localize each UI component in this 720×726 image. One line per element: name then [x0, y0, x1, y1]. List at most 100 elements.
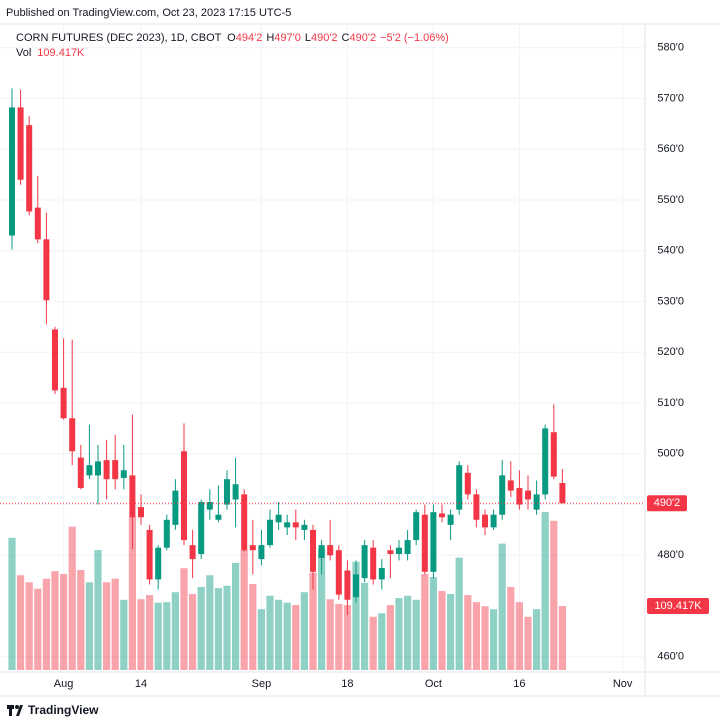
candle-body [86, 465, 93, 476]
candle-body [69, 418, 76, 452]
candle-body [344, 570, 351, 600]
candle-body [103, 460, 110, 480]
volume-bar [180, 568, 188, 670]
candle-body [404, 540, 411, 555]
candle-body [361, 545, 368, 579]
volume-bar [429, 576, 437, 670]
candle-body [146, 529, 153, 580]
candle-body [456, 465, 463, 510]
candle-body [241, 494, 248, 551]
legend-value: 490'2 [350, 32, 377, 44]
candle-body [318, 545, 325, 558]
legend-title: CORN FUTURES (DEC 2023), 1D, CBOT [16, 32, 222, 44]
candle-body [138, 507, 144, 518]
volume-legend: Vol 109.417K [16, 47, 85, 59]
volume-bar [309, 572, 317, 670]
volume-bar [120, 599, 128, 670]
legend-value: 497'0 [274, 32, 301, 44]
candle-body [292, 522, 299, 528]
last-price-label: 490'2 [654, 497, 681, 509]
y-tick-label: 580'0 [657, 42, 684, 54]
volume-bar [146, 595, 154, 670]
volume-bar [17, 575, 25, 670]
volume-bar [34, 588, 42, 670]
brand-logo [7, 705, 23, 716]
volume-bar [8, 537, 16, 670]
volume-bar [128, 516, 136, 670]
volume-legend-value: 109.417K [37, 47, 85, 59]
volume-bar [266, 595, 274, 670]
volume-bar [240, 550, 248, 670]
x-tick-label: Oct [425, 678, 442, 690]
candle-body [112, 460, 119, 480]
legend-key: C [342, 32, 350, 44]
candle-body [516, 488, 523, 505]
candle-body [215, 514, 222, 520]
candle-body [26, 125, 33, 212]
y-tick-label: 510'0 [657, 397, 684, 409]
candle-body [370, 547, 377, 580]
volume-bar [507, 586, 515, 670]
volume-bar [464, 595, 472, 670]
candle-body [464, 472, 471, 495]
volume-bar [318, 548, 326, 670]
last-price-box [647, 495, 687, 512]
volume-bar [77, 569, 85, 670]
volume-bar [300, 592, 308, 670]
volume-bar [214, 588, 222, 670]
candle-body [396, 547, 402, 555]
candle-body [378, 567, 385, 580]
volume-bar [404, 595, 412, 670]
candle-body [353, 574, 359, 598]
volume-bar [60, 574, 68, 670]
volume-bar [386, 605, 394, 670]
volume-bar [249, 584, 257, 670]
y-tick-label: 540'0 [657, 245, 684, 257]
x-tick-label: 14 [135, 678, 147, 690]
volume-bar [68, 526, 76, 670]
volume-bar [292, 605, 300, 670]
candle-body [439, 513, 445, 518]
x-tick-label: 18 [341, 678, 353, 690]
candle-body [258, 545, 265, 560]
candle-body [490, 514, 497, 528]
candle-body [43, 239, 50, 301]
candle-body [430, 512, 437, 572]
volume-bar [85, 582, 93, 670]
candle-body [120, 470, 127, 478]
candle-body [550, 432, 557, 477]
candle-body [284, 522, 291, 528]
volume-bar [395, 598, 403, 670]
volume-bar [361, 582, 369, 670]
volume-bar [51, 571, 59, 670]
volume-bar [481, 606, 489, 670]
candle-body [482, 514, 488, 528]
volume-bar [438, 591, 446, 670]
candle-body [533, 494, 540, 510]
volume-bar [283, 602, 291, 670]
candle-body [413, 512, 420, 541]
volume-bar [472, 602, 480, 670]
candle-body [34, 207, 41, 240]
candle-body [172, 490, 179, 525]
candle-body [507, 480, 514, 491]
volume-bar [412, 599, 420, 670]
legend-value: 490'2 [311, 32, 338, 44]
volume-bar [137, 599, 145, 670]
volume-bar [223, 585, 231, 670]
candle-body [473, 494, 480, 520]
candle-body [224, 479, 230, 505]
candle-body [447, 514, 454, 525]
y-tick-label: 550'0 [657, 194, 684, 206]
candle-body [267, 519, 273, 546]
candle-body [52, 329, 58, 391]
candle-body [232, 484, 239, 500]
volume-bar [275, 599, 283, 670]
x-tick-label: Aug [54, 678, 74, 690]
candle-body [310, 529, 316, 572]
volume-bar [103, 582, 111, 670]
legend-key: H [266, 32, 274, 44]
volume-bar [515, 602, 523, 670]
